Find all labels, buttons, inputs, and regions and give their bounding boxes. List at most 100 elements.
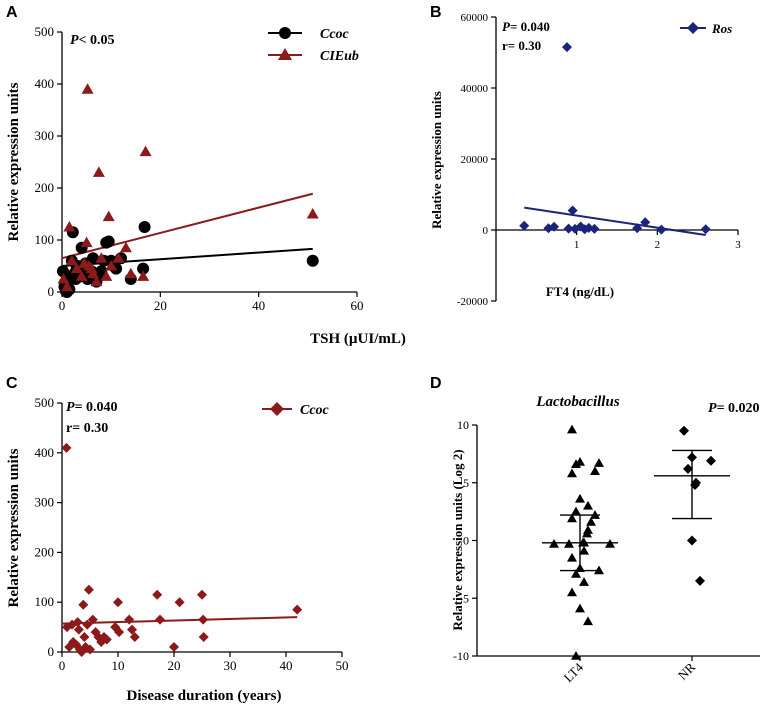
d-point-lt4-24 <box>579 577 589 586</box>
d-y-tick-label-1: -5 <box>459 591 469 605</box>
panel-b-y-axis-label: Relative expression units <box>429 91 444 229</box>
c-point-ccoc-26 <box>127 624 137 635</box>
a-point-cieub-17 <box>105 260 118 271</box>
d-point-lt4-13 <box>582 528 592 538</box>
a-point-cieub-22 <box>139 145 152 157</box>
b-y-tick-label-0: -20000 <box>457 296 489 308</box>
panel-a: A 0 100 200 300 400 500 0 20 40 60 P< 0.05 Ccoc C… <box>6 4 406 347</box>
panel-d-pvalue: P= 0.020 <box>708 401 760 416</box>
legend-item-ros[interactable]: Ros <box>680 21 732 36</box>
c-y-tick-label-3: 300 <box>35 495 55 510</box>
panel-a-trend-lines <box>61 192 313 267</box>
c-point-ccoc-34 <box>198 632 209 643</box>
panel-label-b: B <box>430 4 442 21</box>
b-y-tick-label-4: 60000 <box>461 12 489 24</box>
d-point-lt4-28 <box>571 651 581 660</box>
a-x-tick-label-1: 20 <box>154 298 167 313</box>
panel-c-pvalue-text: = 0.040 <box>75 400 118 415</box>
panel-d-mean-sd-bars <box>542 449 730 572</box>
c-point-ccoc-27 <box>129 632 140 643</box>
c-x-tick-label-2: 20 <box>168 658 181 673</box>
d-point-lt4-6 <box>575 493 585 503</box>
d-category-label-nr: NR <box>675 659 699 683</box>
c-point-ccoc-7 <box>73 624 84 635</box>
c-point-ccoc-14 <box>83 584 94 595</box>
c-point-ccoc-29 <box>155 614 165 625</box>
d-point-lt4-7 <box>583 500 593 510</box>
legend-item-ccoc[interactable]: Ccoc <box>268 27 350 42</box>
c-point-ccoc-6 <box>72 617 83 628</box>
c-point-ccoc-24 <box>114 627 125 638</box>
legend-marker-ccoc-c <box>270 402 284 416</box>
c-point-ccoc-10 <box>78 599 89 610</box>
a-y-tick-label-4: 400 <box>35 76 55 91</box>
d-point-lt4-2 <box>594 458 604 467</box>
c-point-ccoc-16 <box>87 614 98 625</box>
panel-c-legend[interactable]: Ccoc <box>262 402 330 418</box>
d-category-label-lt4: LT4 <box>561 659 587 685</box>
b-point-ros-3 <box>561 42 572 53</box>
panel-b-legend[interactable]: Ros <box>680 21 732 36</box>
a-point-cieub-4 <box>70 262 83 274</box>
d-point-lt4-5 <box>567 468 577 478</box>
c-point-ccoc-0 <box>61 442 72 453</box>
panel-a-pvalue: P< 0.05 <box>70 33 115 48</box>
d-y-tick-label-3: 5 <box>463 476 469 490</box>
panel-c-trend-lines <box>61 616 298 625</box>
a-point-ccoc-31 <box>102 235 115 248</box>
a-point-cieub-16 <box>102 210 115 222</box>
a-point-cieub-14 <box>95 252 108 263</box>
a-point-cieub-21 <box>137 270 150 281</box>
legend-label-ccoc: Ccoc <box>320 27 350 42</box>
c-point-ccoc-23 <box>113 597 123 608</box>
legend-item-ccoc-c[interactable]: Ccoc <box>262 402 330 418</box>
legend-label-ros: Ros <box>711 21 732 36</box>
c-point-ccoc-13 <box>82 619 93 630</box>
b-x-tick-label-0: 1 <box>574 239 580 251</box>
panel-c-axes: 0 100 200 300 400 500 0 10 20 30 40 50 <box>35 395 349 673</box>
b-point-ros-5 <box>567 205 578 216</box>
panel-c-r-value: r= 0.30 <box>66 421 108 436</box>
legend-item-cieub[interactable]: CIEub <box>268 48 359 64</box>
a-y-tick-label-0: 0 <box>48 284 55 299</box>
a-point-cieub-5 <box>75 270 88 281</box>
a-point-cieub-23 <box>306 208 319 219</box>
panel-label-c: C <box>6 375 18 392</box>
a-point-cieub-2 <box>63 221 76 232</box>
b-x-tick-label-1: 2 <box>655 239 661 251</box>
b-y-tick-label-2: 20000 <box>461 154 489 166</box>
legend-label-ccoc-c: Ccoc <box>300 403 330 418</box>
a-point-ccoc-37 <box>137 262 150 275</box>
a-point-cieub-20 <box>124 267 137 279</box>
d-point-lt4-27 <box>583 616 593 626</box>
a-point-cieub-13 <box>92 166 105 177</box>
panel-a-axes: 0 100 200 300 400 500 0 20 40 60 <box>35 24 364 313</box>
a-point-ccoc-24 <box>86 252 99 265</box>
c-y-tick-label-0: 0 <box>48 644 55 659</box>
panel-a-legend[interactable]: Ccoc CIEub <box>268 27 359 64</box>
d-point-lt4-3 <box>571 459 581 469</box>
legend-marker-cieub <box>278 48 292 60</box>
panel-a-points <box>56 83 319 298</box>
b-y-tick-label-3: 40000 <box>461 83 489 95</box>
d-point-nr-0 <box>679 425 689 436</box>
d-point-lt4-8 <box>571 506 581 516</box>
d-point-lt4-25 <box>567 587 577 597</box>
d-y-tick-label-2: 0 <box>463 534 469 548</box>
a-point-cieub-0 <box>57 273 70 284</box>
c-x-tick-label-3: 30 <box>224 658 237 673</box>
panel-b-pvalue: P= 0.040 <box>502 19 550 34</box>
b-trend-ros <box>524 206 706 236</box>
c-x-tick-label-5: 50 <box>336 658 349 673</box>
b-x-tick-label-2: 3 <box>735 239 741 251</box>
c-point-ccoc-25 <box>124 614 135 625</box>
panel-b-x-axis-label: FT4 (ng/dL) <box>546 284 614 299</box>
a-point-cieub-7 <box>80 236 93 248</box>
d-y-tick-label-4: 10 <box>457 418 469 432</box>
a-point-cieub-8 <box>81 83 94 94</box>
d-point-lt4-19 <box>579 545 589 555</box>
panel-c-y-axis-label: Relative expression units <box>6 448 22 607</box>
legend-label-cieub: CIEub <box>320 49 359 64</box>
